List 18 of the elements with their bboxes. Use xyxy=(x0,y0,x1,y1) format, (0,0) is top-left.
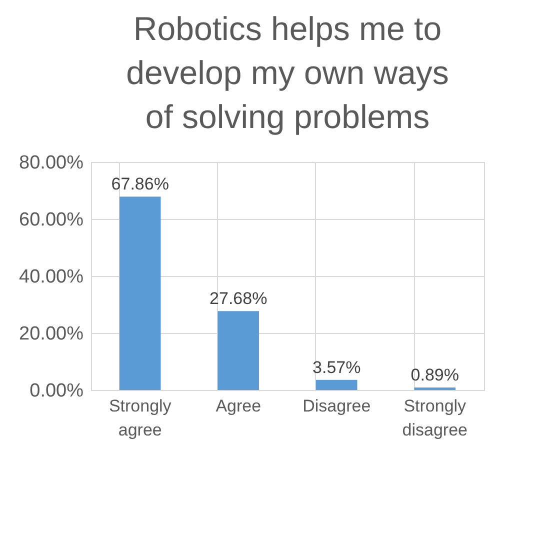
bar xyxy=(119,196,161,390)
data-label: 3.57% xyxy=(312,358,361,377)
x-tick-label: Strongly agree xyxy=(108,396,172,440)
y-tick-label: 20.00% xyxy=(19,324,84,344)
bar xyxy=(414,387,456,390)
data-label: 0.89% xyxy=(410,365,459,384)
x-tick-label: Disagree xyxy=(302,396,371,416)
x-tick-label: Strongly disagree xyxy=(402,396,468,440)
y-tick-label: 80.00% xyxy=(19,152,84,174)
y-tick-label: 60.00% xyxy=(19,210,84,230)
y-tick-label: 0.00% xyxy=(30,380,84,402)
bar xyxy=(316,380,358,390)
bar xyxy=(218,311,260,390)
chart-title: Robotics helps me to develop my own ways of solving problems xyxy=(126,10,449,135)
y-tick-label: 40.00% xyxy=(19,266,84,288)
data-label: 27.68% xyxy=(210,289,268,308)
data-label: 67.86% xyxy=(111,174,169,194)
x-tick-label: Agree xyxy=(216,396,262,416)
